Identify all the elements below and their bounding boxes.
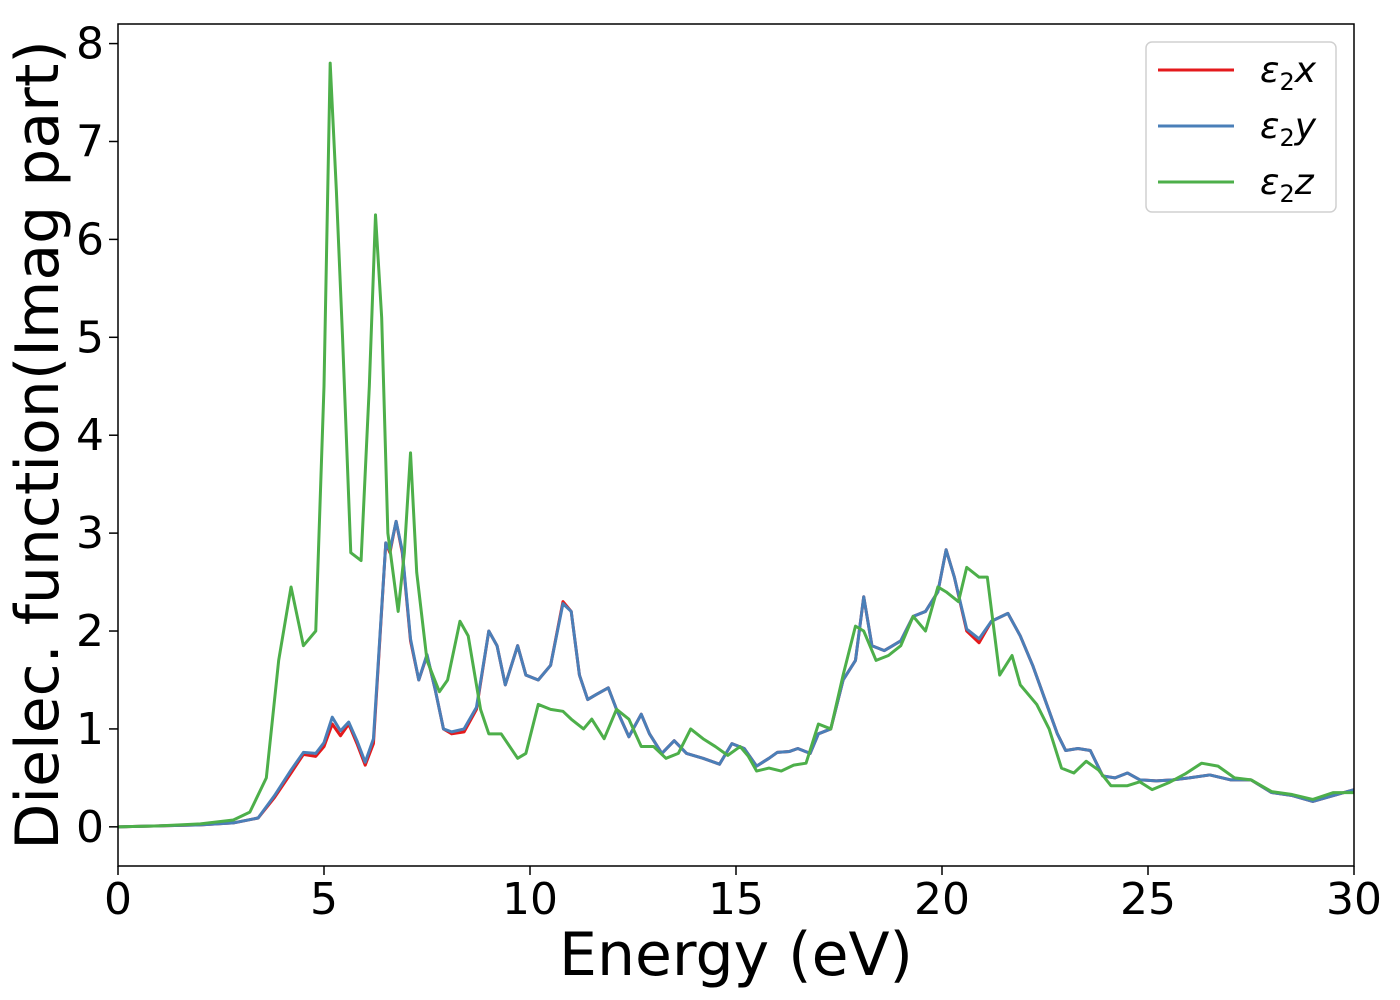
x-tick-label: 15 [708,874,764,925]
x-tick-label: 25 [1120,874,1176,925]
ticks-layer: 0 5 10 15 20 25 30 0 1 2 3 4 5 6 7 8 [76,19,1382,925]
legend: ε2x ε2y ε2z [1145,41,1337,213]
x-tick-label: 20 [914,874,970,925]
y-tick-label: 1 [76,704,104,755]
x-axis-label: Energy (eV) [559,920,913,990]
y-tick-label: 4 [76,410,104,461]
y-tick-label: 6 [76,214,104,265]
series-layer [118,61,1354,829]
x-tick-label: 30 [1326,874,1382,925]
y-tick-label: 0 [76,802,104,853]
y-tick-label: 5 [76,312,104,363]
legend-box [1145,41,1337,213]
y-axis-label: Dielec. function(Imag part) [3,40,73,850]
series-line-y [118,519,1354,829]
legend-label-x: ε2x [1260,50,1317,96]
series-line-z [118,61,1354,829]
y-tick-label: 2 [76,606,104,657]
x-tick-label: 5 [310,874,338,925]
x-tick-label: 0 [104,874,132,925]
y-tick-label: 7 [76,116,104,167]
legend-label-y: ε2y [1260,106,1317,152]
y-tick-label: 8 [76,19,104,70]
x-tick-label: 10 [502,874,558,925]
legend-label-z: ε2z [1260,162,1315,208]
y-tick-label: 3 [76,508,104,559]
